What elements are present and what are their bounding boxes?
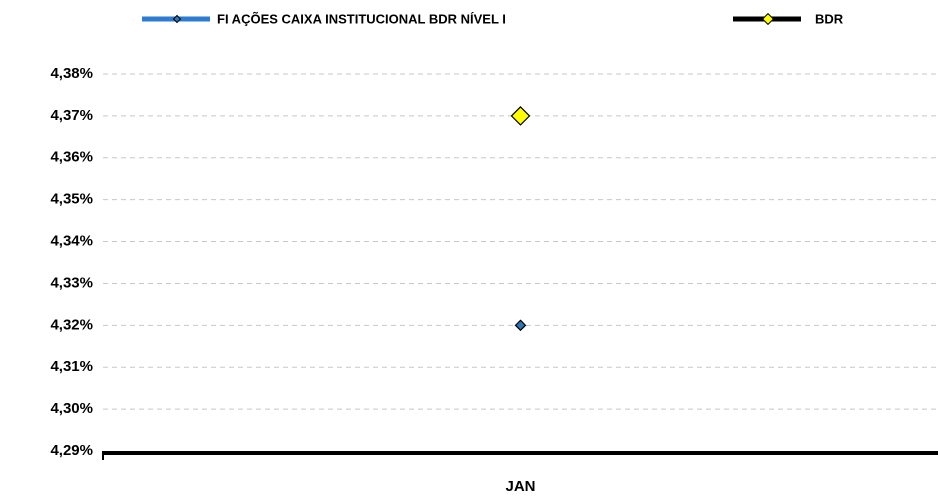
data-point	[510, 106, 531, 126]
legend: FI AÇÕES CAIXA INSTITUCIONAL BDR NÍVEL I…	[142, 11, 844, 26]
y-tick-label: 4,31%	[50, 358, 93, 375]
data-point	[514, 319, 527, 332]
y-tick-label: 4,37%	[50, 107, 93, 124]
x-tick-label: JAN	[505, 478, 535, 495]
y-tick-label: 4,36%	[50, 149, 93, 166]
legend-label: FI AÇÕES CAIXA INSTITUCIONAL BDR NÍVEL I	[217, 11, 506, 26]
y-tick-label: 4,38%	[50, 65, 93, 82]
y-tick-label: 4,33%	[50, 274, 93, 291]
y-tick-label: 4,35%	[50, 191, 93, 208]
y-tick-label: 4,29%	[50, 442, 93, 459]
y-tick-label: 4,34%	[50, 233, 93, 250]
y-tick-label: 4,32%	[50, 316, 93, 333]
y-tick-label: 4,30%	[50, 400, 93, 417]
legend-marker	[172, 14, 182, 24]
legend-marker	[761, 12, 775, 26]
legend-label: BDR	[815, 11, 844, 26]
